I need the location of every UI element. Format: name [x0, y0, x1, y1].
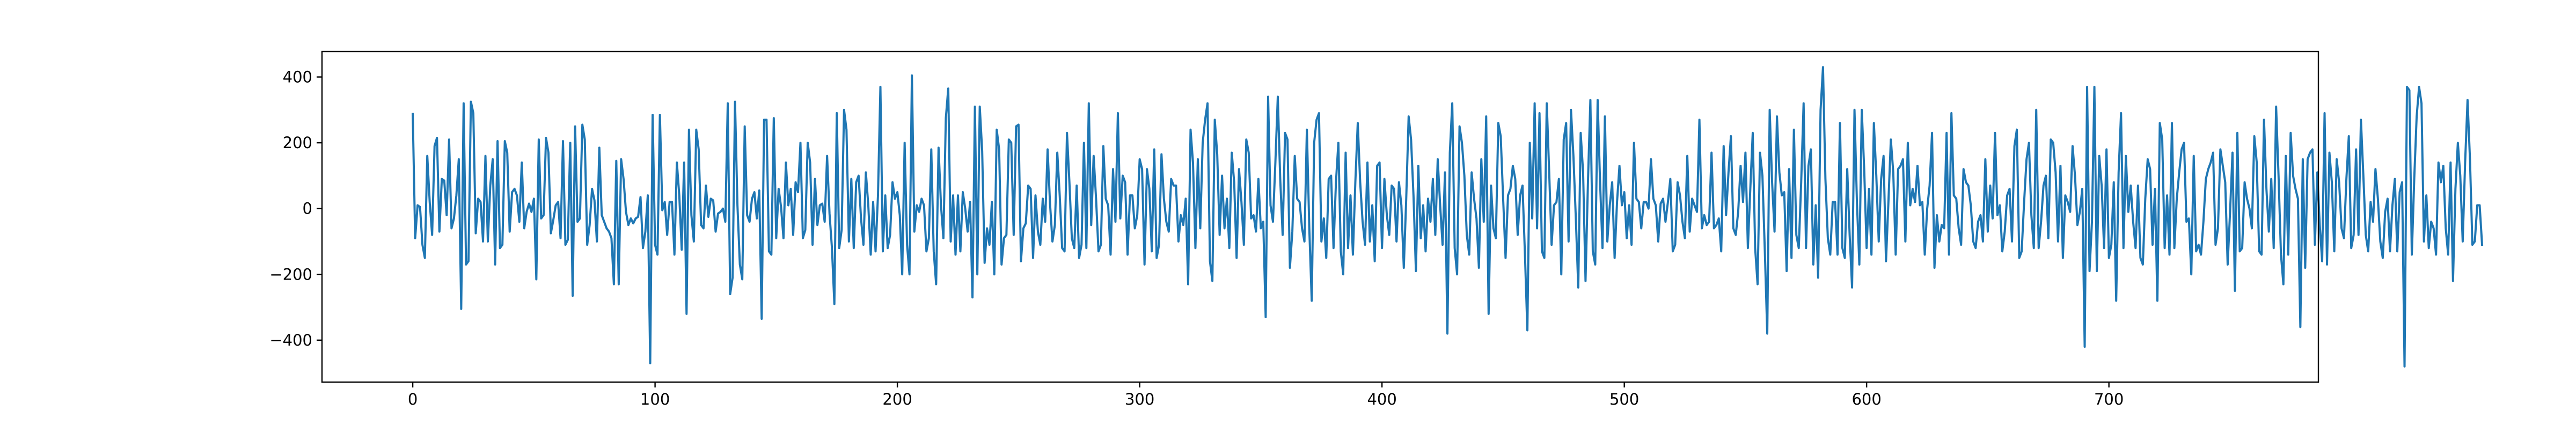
y-tick-label: −200: [269, 265, 312, 283]
x-tick-label: 500: [1609, 390, 1639, 408]
series-line-0: [412, 66, 2484, 368]
plot-frame: [321, 50, 2319, 383]
y-tick-label: −400: [269, 331, 312, 349]
y-tick-label: 0: [303, 200, 312, 218]
x-tick-label: 300: [1125, 390, 1154, 408]
x-axis-ticks: 0 100 200 300 400 500 600 700: [408, 382, 2124, 408]
y-axis-ticks: −400 −200 0 200 400: [269, 68, 322, 349]
x-tick-label: 600: [1851, 390, 1881, 408]
x-tick-label: 0: [408, 390, 418, 408]
y-tick-label: 400: [283, 68, 312, 86]
x-tick-label: 700: [2094, 390, 2124, 408]
x-tick-label: 200: [882, 390, 912, 408]
x-tick-label: 100: [640, 390, 670, 408]
series-layer: [412, 66, 2484, 368]
y-tick-label: 200: [283, 134, 312, 152]
x-tick-label: 400: [1367, 390, 1396, 408]
